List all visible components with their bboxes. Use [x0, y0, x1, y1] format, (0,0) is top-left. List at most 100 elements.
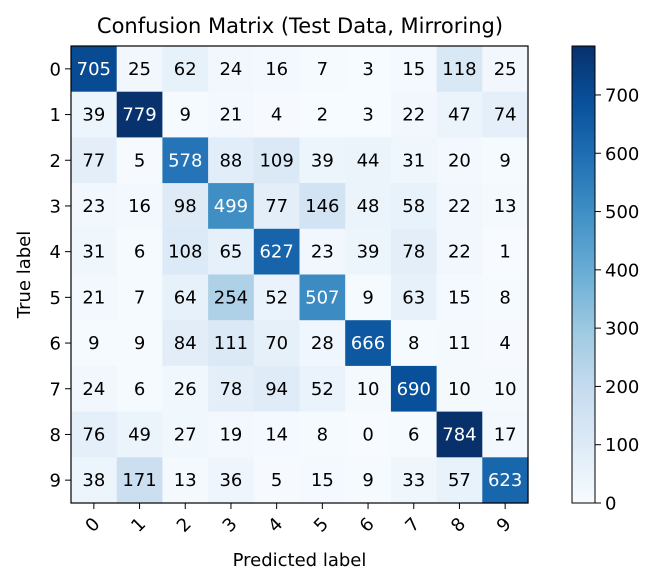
- cell-value-label: 77: [265, 196, 288, 217]
- heatmap-cell: [162, 320, 209, 367]
- cell-value-label: 44: [357, 150, 380, 171]
- heatmap-cell: [253, 365, 301, 413]
- cell-value-label: 39: [357, 242, 380, 263]
- heatmap-cell: [345, 411, 392, 458]
- heatmap-cell: [345, 46, 392, 93]
- y-axis-label: True label: [14, 231, 35, 320]
- cell-value-label: 9: [499, 150, 510, 171]
- cell-value-label: 24: [219, 59, 242, 80]
- cell-value-label: 78: [219, 379, 242, 400]
- heatmap-cell: [390, 228, 438, 276]
- cell-value-label: 21: [82, 287, 105, 308]
- cell-value-label: 578: [168, 150, 202, 171]
- cell-value-label: 98: [174, 196, 197, 217]
- heatmap-cell: [390, 46, 438, 93]
- cell-value-label: 22: [448, 196, 471, 217]
- cell-value-label: 64: [174, 287, 197, 308]
- cell-value-label: 78: [402, 242, 425, 263]
- heatmap-cell: [116, 274, 163, 321]
- colorbar-tick-label: 400: [605, 260, 639, 281]
- cell-value-label: 70: [265, 333, 288, 354]
- cell-value-label: 6: [134, 242, 145, 263]
- cell-value-label: 13: [174, 470, 197, 491]
- cell-value-label: 16: [265, 59, 288, 80]
- cell-value-label: 6: [134, 379, 145, 400]
- heatmap-cell: [71, 183, 118, 230]
- cell-value-label: 57: [448, 470, 471, 491]
- cell-value-label: 5: [134, 150, 145, 171]
- cell-value-label: 77: [82, 150, 105, 171]
- y-tick-label: 9: [50, 471, 61, 492]
- heatmap-cell: [390, 91, 438, 138]
- colorbar-gradient: [571, 45, 596, 504]
- heatmap-cell: [390, 183, 438, 230]
- cell-value-label: 23: [311, 242, 334, 263]
- cell-value-label: 39: [82, 105, 105, 126]
- heatmap-cell: [253, 274, 301, 321]
- heatmap-cell: [116, 411, 163, 458]
- cell-value-label: 31: [402, 150, 425, 171]
- cell-value-label: 14: [265, 424, 288, 445]
- x-tick-label: 1: [127, 514, 150, 537]
- cell-value-label: 4: [499, 333, 510, 354]
- cell-value-label: 111: [214, 333, 248, 354]
- heatmap-cell: [208, 183, 255, 230]
- cell-value-label: 8: [408, 333, 419, 354]
- cell-value-label: 65: [219, 242, 242, 263]
- y-tick-label: 3: [50, 196, 61, 217]
- heatmap-cell: [208, 457, 255, 504]
- heatmap-cell: [71, 365, 118, 413]
- cell-value-label: 146: [305, 196, 339, 217]
- cell-value-label: 84: [174, 333, 197, 354]
- colorbar-tick-label: 200: [605, 377, 639, 398]
- heatmap-cell: [71, 228, 118, 276]
- x-tick-label: 5: [310, 514, 333, 537]
- heatmap-cell: [390, 457, 438, 504]
- cell-value-label: 76: [82, 424, 105, 445]
- heatmap-cell: [208, 274, 255, 321]
- heatmap-cell: [116, 320, 163, 367]
- colorbar-tick-label: 300: [605, 319, 639, 340]
- heatmap-cell: [162, 183, 209, 230]
- cell-value-label: 52: [265, 287, 288, 308]
- heatmap-cell: [482, 274, 529, 321]
- heatmap-cell: [299, 228, 346, 276]
- y-tick-label: 2: [50, 151, 61, 172]
- cell-value-label: 666: [351, 333, 385, 354]
- heatmap-cell: [436, 183, 483, 230]
- cell-value-label: 63: [402, 287, 425, 308]
- cell-value-label: 88: [219, 150, 242, 171]
- heatmap-cell: [208, 137, 255, 184]
- x-tick-label: 7: [401, 514, 424, 537]
- heatmap-cell: [299, 274, 346, 321]
- heatmap-cell: [345, 365, 392, 413]
- heatmap-cell: [162, 411, 209, 458]
- cell-value-label: 25: [494, 59, 517, 80]
- heatmap-cell: [390, 320, 438, 367]
- x-tick-label: 4: [264, 514, 287, 537]
- heatmap-cell: [345, 274, 392, 321]
- cell-value-label: 8: [499, 287, 510, 308]
- cell-value-label: 17: [494, 424, 517, 445]
- cell-value-label: 28: [311, 333, 334, 354]
- heatmap-cell: [116, 46, 163, 93]
- heatmap-cell: [162, 91, 209, 138]
- y-tick-label: 8: [50, 425, 61, 446]
- cell-value-label: 16: [128, 196, 151, 217]
- cell-value-label: 31: [82, 242, 105, 263]
- cell-value-label: 5: [271, 470, 282, 491]
- colorbar-tick-label: 500: [605, 202, 639, 223]
- heatmap-cell: [162, 274, 209, 321]
- heatmap-cell: [436, 46, 483, 93]
- cell-value-label: 47: [448, 105, 471, 126]
- cell-value-label: 3: [362, 105, 373, 126]
- colorbar-tick-label: 700: [605, 85, 639, 106]
- heatmap-cell: [71, 457, 118, 504]
- heatmap-cell: [71, 411, 118, 458]
- cell-value-label: 9: [362, 287, 373, 308]
- heatmap-cell: [208, 411, 255, 458]
- cell-value-label: 690: [397, 379, 431, 400]
- heatmap-cell: [162, 365, 209, 413]
- cell-value-label: 13: [494, 196, 517, 217]
- heatmap-cell: [299, 411, 346, 458]
